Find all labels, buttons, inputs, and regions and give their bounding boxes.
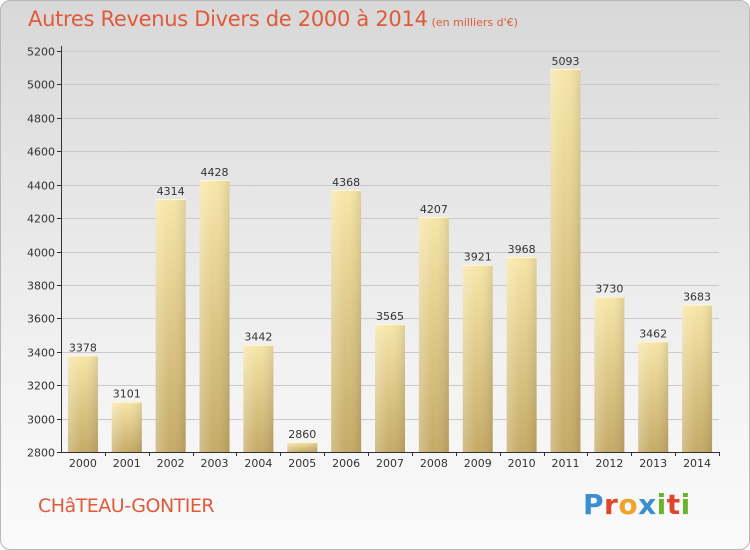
bar-shade xyxy=(418,216,449,452)
x-tick-label: 2000 xyxy=(69,457,97,470)
x-tick-label: 2006 xyxy=(332,457,360,470)
data-label: 3565 xyxy=(376,310,404,323)
data-label: 3462 xyxy=(639,327,667,340)
data-label: 3730 xyxy=(595,283,623,296)
logo-letter: i xyxy=(680,488,691,521)
y-tick-label: 4800 xyxy=(27,113,55,126)
x-tick-label: 2013 xyxy=(639,457,667,470)
data-label: 5093 xyxy=(551,55,579,68)
data-label: 3968 xyxy=(508,243,536,256)
x-tick-label: 2009 xyxy=(464,457,492,470)
x-tick-label: 2002 xyxy=(157,457,185,470)
logo-letter: x xyxy=(638,488,657,521)
logo-letter: i xyxy=(656,488,667,521)
bar-shade xyxy=(506,256,537,452)
x-tick-label: 2005 xyxy=(288,457,316,470)
bar-shade xyxy=(462,264,493,452)
bar-shade xyxy=(594,296,625,452)
y-tick-label: 5200 xyxy=(27,46,55,59)
x-tick-label: 2004 xyxy=(244,457,272,470)
bar-shade xyxy=(682,304,713,452)
x-tick-label: 2014 xyxy=(683,457,711,470)
data-label: 3442 xyxy=(244,331,272,344)
bar-shade xyxy=(155,199,186,452)
data-label: 3921 xyxy=(464,251,492,264)
bar-shade xyxy=(287,441,318,452)
data-label: 4428 xyxy=(201,166,229,179)
y-tick-label: 3600 xyxy=(27,313,55,326)
bar-shade xyxy=(111,401,142,452)
y-tick-label: 3000 xyxy=(27,414,55,427)
data-label: 3378 xyxy=(69,341,97,354)
bar-shade xyxy=(550,68,581,452)
y-tick-label: 3400 xyxy=(27,347,55,360)
y-tick-label: 4200 xyxy=(27,213,55,226)
x-tick-label: 2007 xyxy=(376,457,404,470)
bar-shade xyxy=(67,355,98,452)
data-label: 4368 xyxy=(332,176,360,189)
x-tick-label: 2010 xyxy=(508,457,536,470)
bar-shade xyxy=(638,341,669,452)
proxiti-logo[interactable]: Proxiti xyxy=(583,488,691,521)
y-tick-label: 2800 xyxy=(27,447,55,460)
x-tick-label: 2001 xyxy=(113,457,141,470)
logo-letter: P xyxy=(583,488,605,521)
bar-shade xyxy=(243,344,274,452)
bar-shade xyxy=(375,324,405,452)
y-tick-label: 4400 xyxy=(27,180,55,193)
logo-letter: o xyxy=(618,488,639,521)
data-label: 3101 xyxy=(113,388,141,401)
y-tick-label: 5000 xyxy=(27,79,55,92)
x-tick-label: 2011 xyxy=(551,457,579,470)
chart-unit: (en milliers d'€) xyxy=(431,16,518,29)
x-tick-label: 2008 xyxy=(420,457,448,470)
bar-shade xyxy=(331,190,362,452)
chart-title-text: Autres Revenus Divers de 2000 à 2014 xyxy=(28,7,428,31)
town-name: CHâTEAU-GONTIER xyxy=(38,495,215,517)
y-tick-label: 3200 xyxy=(27,380,55,393)
chart-title: Autres Revenus Divers de 2000 à 2014 (en … xyxy=(28,7,518,31)
y-tick-label: 4000 xyxy=(27,247,55,260)
data-label: 2860 xyxy=(288,428,316,441)
x-tick-label: 2003 xyxy=(201,457,229,470)
data-label: 4314 xyxy=(157,185,185,198)
logo-letter: r xyxy=(604,488,619,521)
data-label: 4207 xyxy=(420,203,448,216)
y-tick-label: 4600 xyxy=(27,146,55,159)
data-label: 3683 xyxy=(683,290,711,303)
y-tick-label: 3800 xyxy=(27,280,55,293)
x-tick-label: 2012 xyxy=(595,457,623,470)
logo-letter: t xyxy=(666,488,681,521)
bar-shade xyxy=(199,179,230,452)
